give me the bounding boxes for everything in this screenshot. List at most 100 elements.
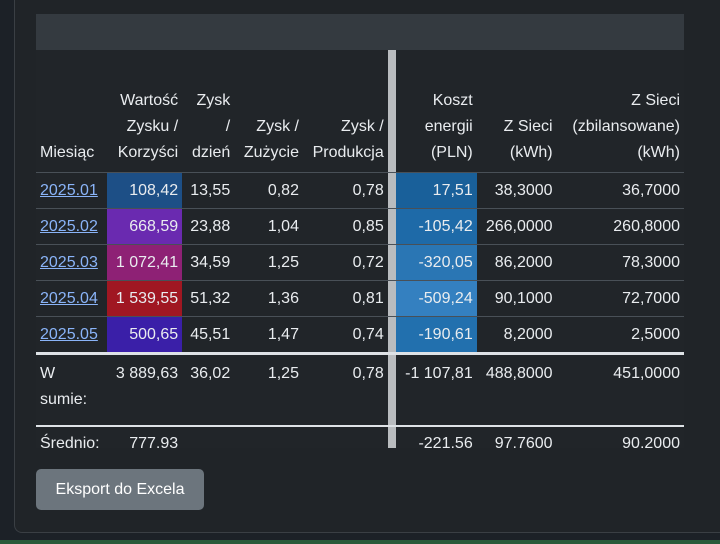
gain-production-cell: 0,72 [302,244,388,281]
header-line: (zbilansowane) [572,118,680,135]
table-row: 2025.01 108,42 13,55 0,82 0,78 17,51 38,3000 36… [36,172,684,209]
header-line: Z Sieci [631,92,680,109]
header-line: Korzyści [117,144,179,161]
month-link[interactable]: 2025.03 [40,253,98,271]
value-cell: 1 072,41 [107,244,183,281]
energy-cost-cell: -320,05 [395,244,477,281]
header-line: Zysk [196,92,231,109]
month-link[interactable]: 2025.02 [40,217,98,235]
month-link[interactable]: 2025.01 [40,181,98,199]
from-grid-balanced-cell: 78,3000 [556,244,684,281]
gain-per-day-cell: 51,32 [182,280,235,317]
energy-cost-cell: 17,51 [395,172,477,209]
header-line: (kWh) [637,144,680,161]
header-line: Zysk / [256,118,299,135]
header-energy-cost: Koszt energii (PLN) [395,50,477,173]
gain-usage-cell: 1,47 [234,316,303,354]
header-line: energii [424,118,473,135]
gain-usage-cell: 1,36 [234,280,303,317]
table-scroll-area[interactable]: Miesiąc Wartość Zysku / Korzyści Zysk / dzień Z… [36,50,684,448]
gain-usage-cell: 0,82 [234,172,303,209]
header-gain-per-day: Zysk / dzień [182,50,235,173]
month-cell: 2025.01 [36,172,108,209]
from-grid-cell: 86,2000 [476,244,557,281]
header-gain-production: Zysk / Produkcja [302,50,388,173]
header-from-grid-balanced: Z Sieci (zbilansowane) (kWh) [556,50,684,173]
average-label: Średnio: [36,425,108,448]
gain-per-day-cell: 23,88 [182,208,235,245]
header-line: dzień [191,144,231,161]
gain-per-day-cell: 45,51 [182,316,235,354]
header-gain-usage: Zysk / Zużycie [234,50,303,173]
sum-label-line: W [40,365,56,382]
month-cell: 2025.05 [36,316,108,354]
sum-gain-per-day: 36,02 [182,352,235,427]
export-to-excel-button[interactable]: Eksport do Excela [36,469,204,510]
table-row: 2025.05 500,65 45,51 1,47 0,74 -190,61 8,2000 2… [36,316,684,354]
table-row: 2025.04 1 539,55 51,32 1,36 0,81 -509,24 90,10… [36,280,684,317]
sum-gain-usage: 1,25 [234,352,303,427]
separator-cell [387,172,396,209]
header-line: Z Sieci [503,118,553,135]
from-grid-balanced-cell: 36,7000 [556,172,684,209]
header-line: Zysku / [126,118,179,135]
header-line: Miesiąc [40,144,95,161]
from-grid-cell: 90,1000 [476,280,557,317]
gain-production-cell: 0,85 [302,208,388,245]
sum-from-grid: 488,8000 [476,352,557,427]
monthly-summary-table: Miesiąc Wartość Zysku / Korzyści Zysk / dzień Z… [36,50,684,448]
average-gain-per-day [182,425,235,448]
value-cell: 668,59 [107,208,183,245]
header-line: Zysk / [341,118,384,135]
value-cell: 1 539,55 [107,280,183,317]
average-gain-usage [234,425,303,448]
from-grid-cell: 8,2000 [476,316,557,354]
average-from-grid: 97,7600 [476,425,557,448]
separator-cell [387,425,396,448]
header-line: Koszt [432,92,473,109]
table-row: 2025.02 668,59 23,88 1,04 0,85 -105,42 266,000… [36,208,684,245]
month-cell: 2025.03 [36,244,108,281]
month-link[interactable]: 2025.05 [40,325,98,343]
energy-cost-cell: -190,61 [395,316,477,354]
energy-cost-cell: -105,42 [395,208,477,245]
sum-label-line: sumie: [40,391,88,408]
header-line: Produkcja [312,144,384,161]
month-link[interactable]: 2025.04 [40,289,98,307]
gain-production-cell: 0,74 [302,316,388,354]
header-line: Wartość [120,92,179,109]
separator-cell [387,352,396,427]
gain-per-day-cell: 34,59 [182,244,235,281]
gain-usage-cell: 1,25 [234,244,303,281]
bottom-accent-strip [0,540,720,544]
header-value: Wartość Zysku / Korzyści [107,50,183,173]
header-line: Zużycie [243,144,299,161]
value-cell: 500,65 [107,316,183,354]
from-grid-cell: 266,0000 [476,208,557,245]
table-row: 2025.03 1 072,41 34,59 1,25 0,72 -320,05 86,20… [36,244,684,281]
value-cell: 108,42 [107,172,183,209]
from-grid-balanced-cell: 72,7000 [556,280,684,317]
average-value: 777,93 [107,425,183,448]
average-energy-cost: -221,56 [395,425,477,448]
sum-from-grid-balanced: 451,0000 [556,352,684,427]
from-grid-balanced-cell: 2,5000 [556,316,684,354]
separator-cell [387,280,396,317]
month-cell: 2025.02 [36,208,108,245]
separator-cell [387,208,396,245]
header-line: / [225,118,231,135]
from-grid-balanced-cell: 260,8000 [556,208,684,245]
energy-cost-cell: -509,24 [395,280,477,317]
separator-cell [387,244,396,281]
gain-production-cell: 0,78 [302,172,388,209]
average-from-grid-balanced: 90,2000 [556,425,684,448]
gain-per-day-cell: 13,55 [182,172,235,209]
average-gain-production [302,425,388,448]
sum-value: 3 889,63 [107,352,183,427]
gain-production-cell: 0,81 [302,280,388,317]
header-line: (kWh) [509,144,553,161]
month-cell: 2025.04 [36,280,108,317]
header-separator [387,50,396,173]
